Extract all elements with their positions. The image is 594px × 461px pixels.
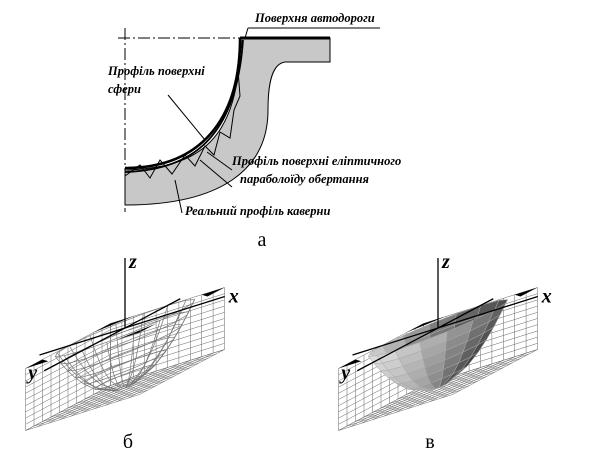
- bowl-mesh: [64, 356, 116, 391]
- road-label: Поверхня автодороги: [254, 11, 375, 25]
- x-axis-label: x: [228, 286, 239, 308]
- figure: Поверхня автодороги Профіль поверхні сфе…: [0, 0, 594, 461]
- panel-a: Поверхня автодороги Профіль поверхні сфе…: [107, 11, 401, 251]
- cavern-label: Реальний профіль каверни: [185, 204, 330, 218]
- leader: [168, 95, 205, 140]
- y-axis-label: y: [26, 362, 37, 384]
- y-axis-label: y: [339, 362, 350, 384]
- z-axis-label: z: [441, 251, 450, 273]
- paraboloid-label: параболоїду обертання: [240, 172, 370, 186]
- sphere-label: Профіль поверхні: [107, 64, 205, 78]
- panel-c: x y z: [339, 251, 552, 431]
- caption: в: [425, 431, 434, 453]
- page: Поверхня автодороги Профіль поверхні сфе…: [0, 0, 594, 461]
- panel-b: x y z: [26, 251, 239, 431]
- paraboloid-label: Профіль поверхні еліптичного: [231, 154, 401, 168]
- z-axis-label: z: [128, 251, 137, 273]
- grid-line: [140, 350, 225, 395]
- x-axis: [40, 297, 225, 356]
- sphere-label: сфери: [108, 82, 141, 96]
- caption: а: [258, 229, 267, 251]
- caption: б: [123, 431, 133, 453]
- x-axis-label: x: [541, 286, 552, 308]
